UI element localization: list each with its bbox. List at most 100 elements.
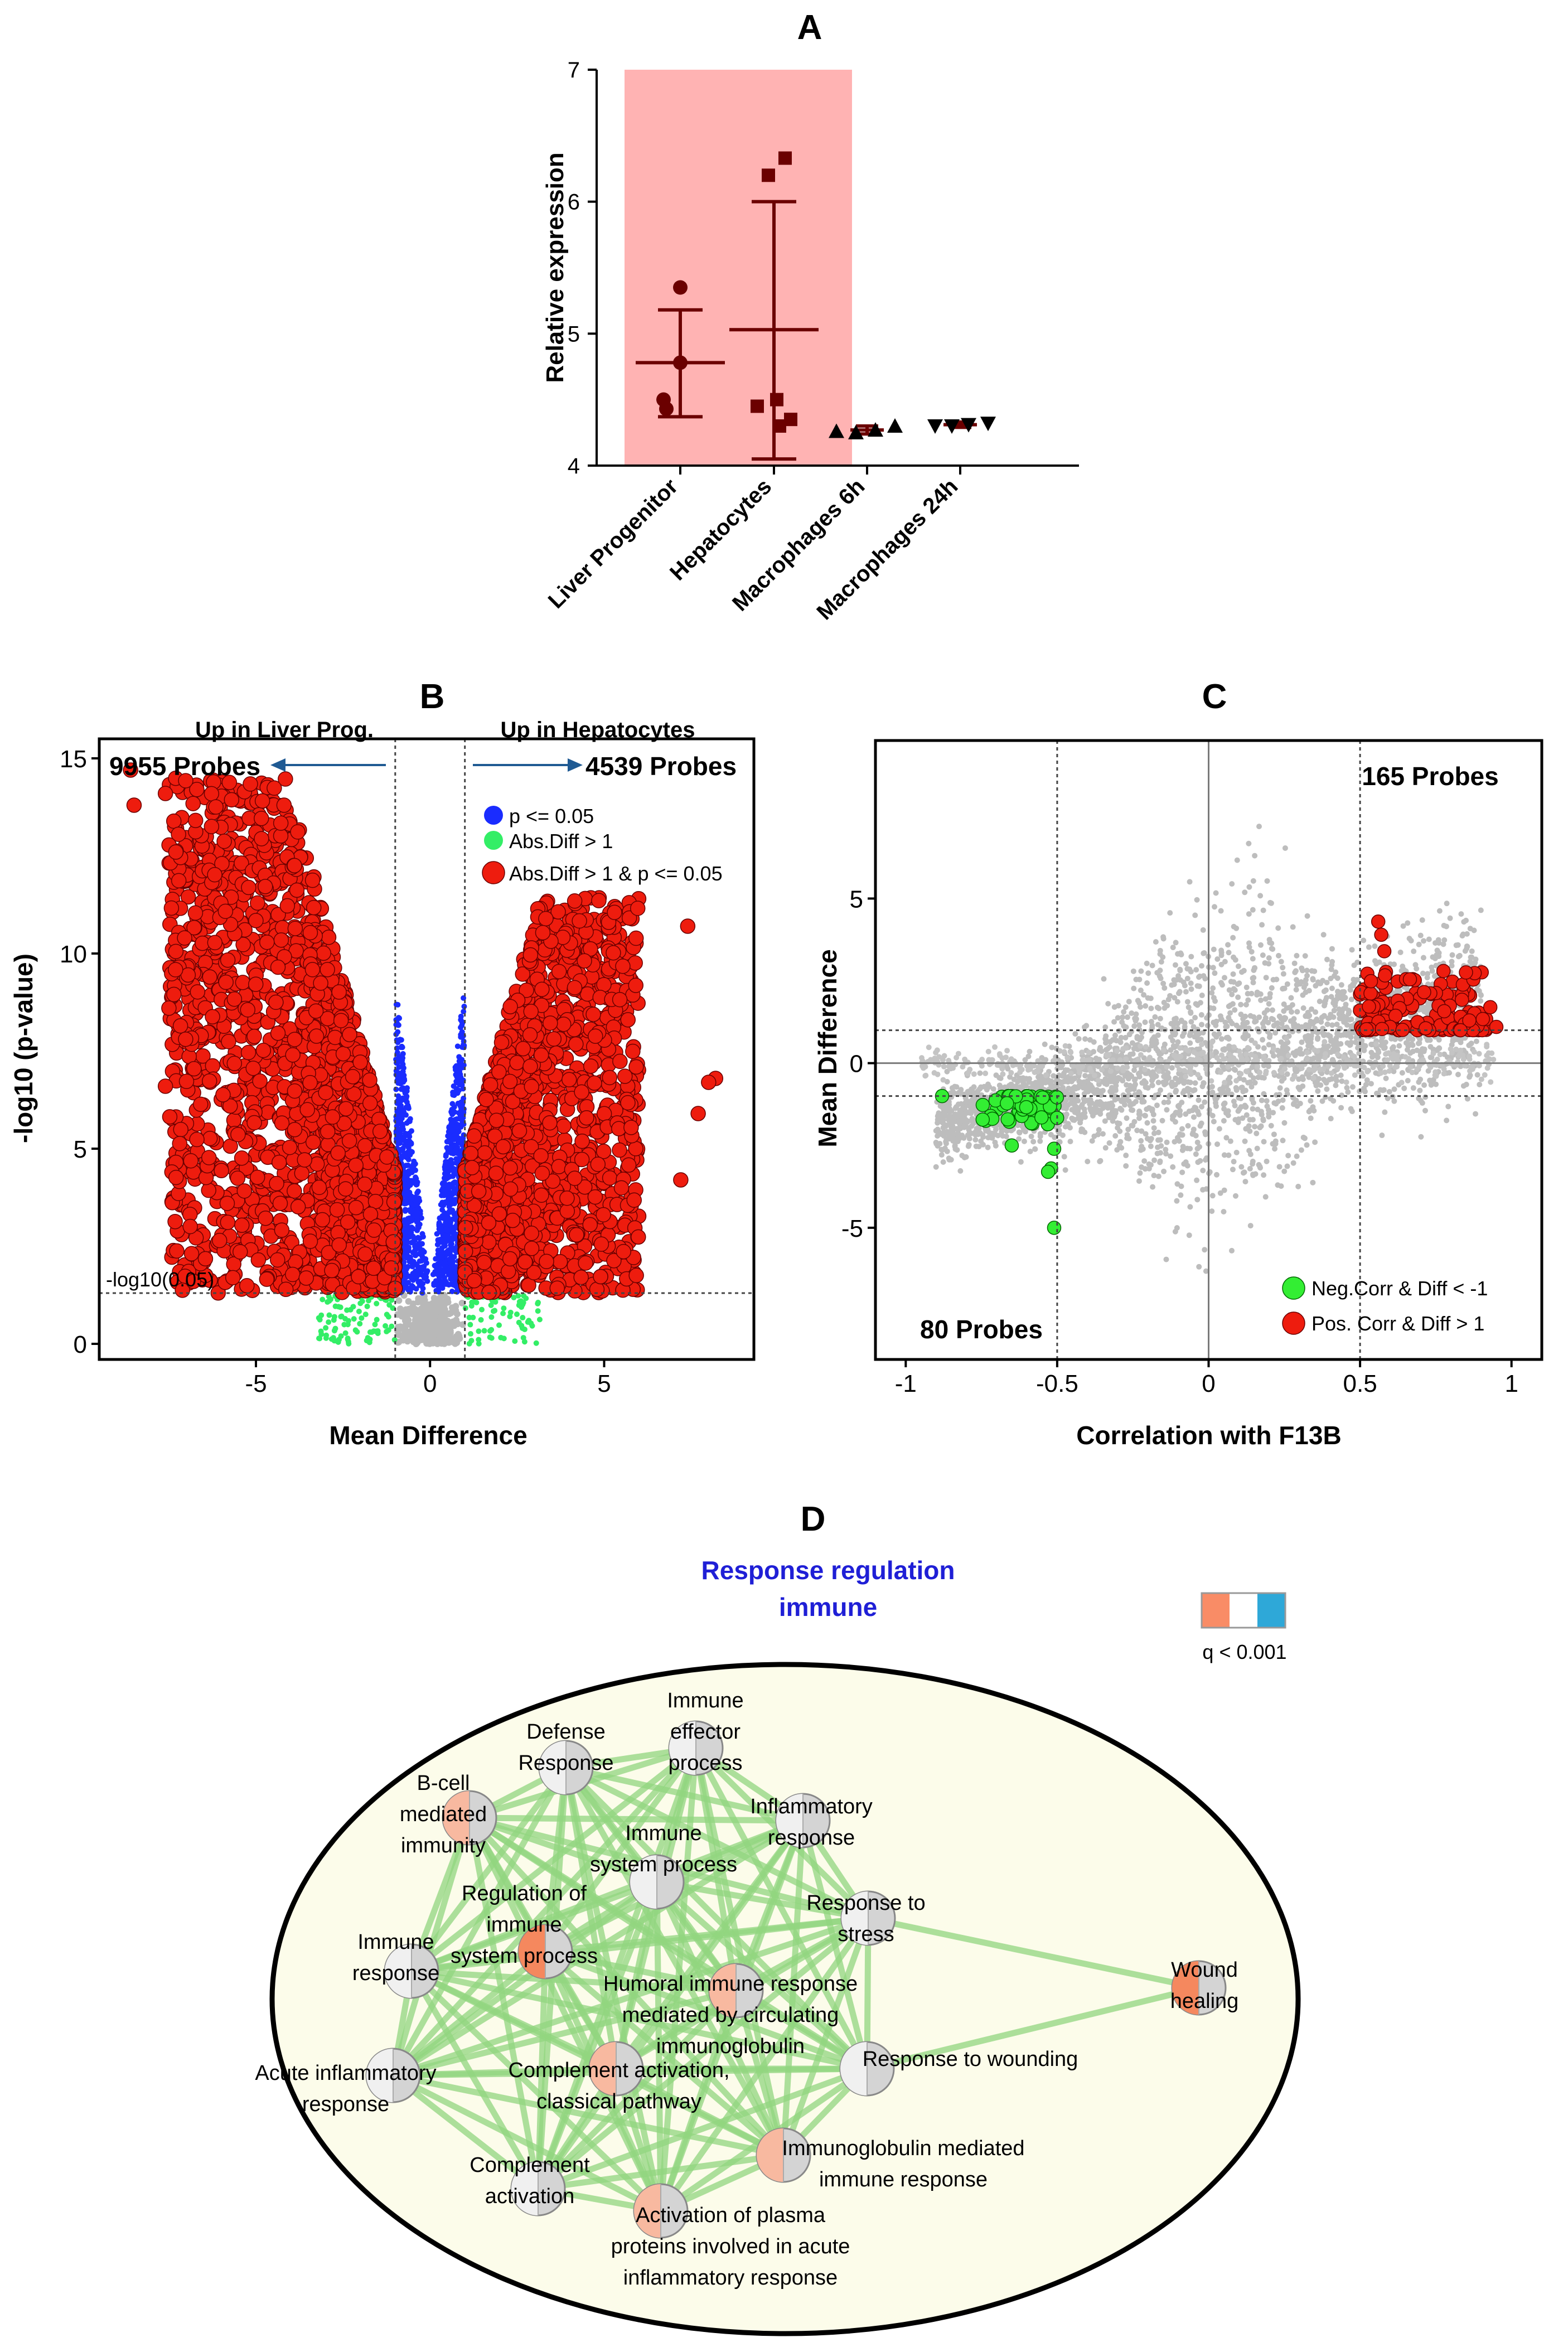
p-only-point (398, 1108, 404, 1114)
sig-point (224, 792, 240, 808)
data-point (659, 401, 674, 417)
sig-point (202, 1130, 218, 1146)
data-point (927, 419, 943, 434)
diff-only-point (320, 1296, 326, 1303)
p-only-point (435, 1264, 442, 1270)
p-only-point (459, 1119, 466, 1125)
sig-point (234, 1217, 250, 1233)
p-only-point (444, 1228, 451, 1234)
p-only-point (401, 1264, 407, 1270)
sig-point (574, 1133, 590, 1149)
p-only-point (459, 1044, 466, 1050)
ns-point (415, 1315, 423, 1323)
sig-point (348, 1158, 364, 1173)
diff-only-point (323, 1325, 329, 1331)
diff-only-point (317, 1317, 323, 1323)
p-only-point (413, 1275, 419, 1281)
p-only-point (454, 1043, 461, 1049)
sig-point (338, 1101, 354, 1117)
diff-only-point (347, 1306, 354, 1313)
sig-point (331, 1237, 347, 1253)
data-point (961, 418, 976, 433)
p-only-point (446, 1208, 452, 1214)
highlight-region (625, 70, 852, 466)
sig-point (340, 1214, 356, 1230)
p-only-point (404, 1138, 410, 1144)
sig-point (386, 1194, 402, 1210)
p-only-point (446, 1282, 452, 1288)
sig-point (168, 1169, 184, 1185)
p-only-point (437, 1248, 443, 1255)
sig-point (187, 905, 204, 921)
p-only-point (406, 1189, 413, 1196)
sig-point (274, 1222, 290, 1238)
p-only-point (434, 1231, 440, 1237)
ns-point (428, 1306, 435, 1314)
ns-point (401, 1326, 409, 1333)
ns-point (438, 1340, 446, 1347)
sig-point (302, 925, 318, 941)
sig-point (568, 1036, 584, 1052)
sig-point (351, 1269, 366, 1285)
diff-only-point (364, 1303, 370, 1309)
sig-point (320, 962, 335, 977)
p-only-point (393, 1086, 399, 1092)
p-only-point (395, 1022, 401, 1028)
sig-point (628, 977, 643, 993)
diff-only-point (338, 1333, 344, 1339)
p-only-point (457, 1153, 463, 1159)
p-only-point (393, 1031, 399, 1037)
sig-point (240, 1044, 257, 1061)
p-only-point (461, 995, 467, 1001)
p-only-point (448, 1144, 454, 1150)
sig-point (255, 1042, 272, 1058)
p-only-point (402, 1169, 408, 1175)
p-only-point (452, 1212, 458, 1218)
data-point (868, 422, 883, 437)
data-point (887, 418, 903, 433)
sig-point (167, 1213, 183, 1230)
p-only-point (393, 1136, 399, 1142)
sig-point (245, 1061, 261, 1076)
diff-only-point (488, 1302, 494, 1308)
sig-point (282, 1139, 298, 1155)
sig-point (362, 1072, 378, 1088)
p-only-point (446, 1186, 452, 1192)
p-only-point (441, 1270, 447, 1276)
sig-point (290, 1199, 306, 1214)
sig-point (205, 1058, 221, 1074)
sig-point (225, 1270, 241, 1286)
sig-point (178, 1073, 195, 1090)
sig-point (345, 1069, 361, 1085)
p-only-point (403, 1163, 409, 1169)
sig-point (367, 1193, 384, 1209)
diff-only-point (385, 1314, 391, 1320)
sig-point (538, 911, 554, 927)
ns-point (403, 1314, 410, 1322)
p-only-point (441, 1192, 447, 1198)
sig-point (226, 1112, 242, 1128)
p-only-point (412, 1243, 418, 1250)
p-only-point (415, 1217, 421, 1223)
p-only-point (399, 1121, 405, 1127)
x-tick-label: Liver Progenitor (544, 474, 683, 613)
sig-point (357, 1138, 373, 1154)
ns-point (458, 1299, 466, 1306)
data-point (944, 419, 960, 434)
p-only-point (407, 1181, 413, 1187)
sig-point (278, 1281, 294, 1298)
diff-only-point (326, 1319, 332, 1325)
sig-point (311, 1179, 327, 1196)
sig-point (324, 1262, 340, 1279)
diff-only-point (536, 1317, 543, 1323)
diff-only-point (511, 1294, 517, 1300)
p-only-point (424, 1268, 430, 1274)
sig-point (616, 1243, 631, 1260)
sig-point (267, 780, 282, 796)
sig-point (573, 1269, 589, 1285)
ns-point (433, 1299, 441, 1306)
p-only-point (405, 1105, 412, 1111)
data-point (773, 419, 786, 433)
sig-point (357, 1246, 373, 1262)
p-only-point (418, 1248, 424, 1255)
